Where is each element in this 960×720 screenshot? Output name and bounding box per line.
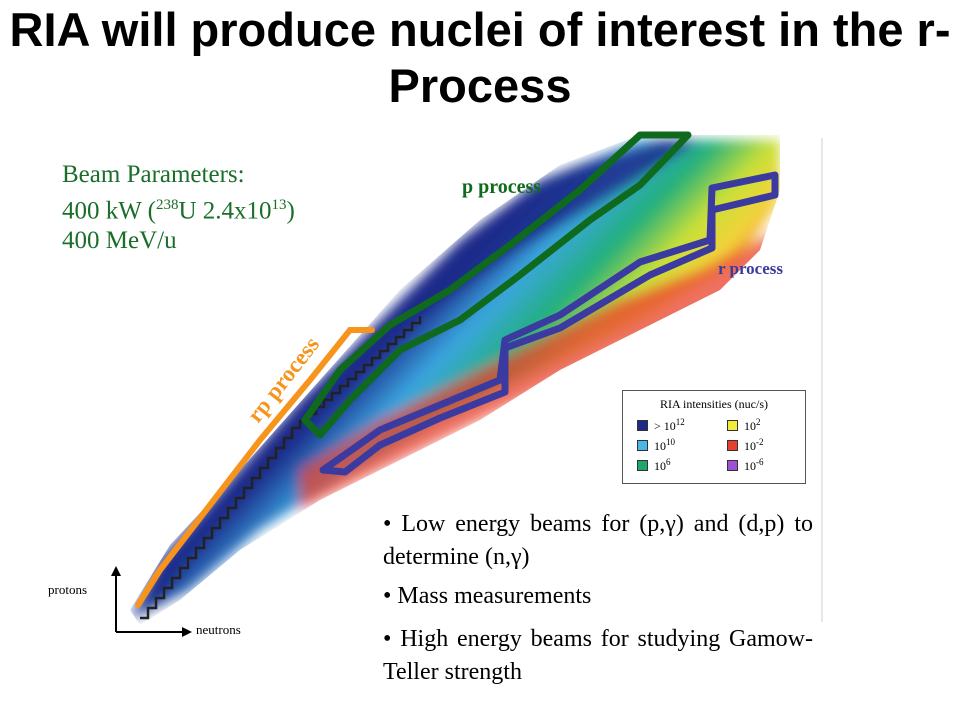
r-process-outline [319, 171, 779, 476]
bullet-list: • Low energy beams for (p,γ) and (d,p) t… [383, 508, 813, 695]
neutrons-axis-label: neutrons [196, 622, 241, 637]
legend-item: 102 [727, 417, 761, 434]
stability-staircase [140, 316, 422, 620]
legend-item: 1010 [637, 437, 675, 454]
legend-swatch [727, 440, 738, 451]
protons-arrowhead [111, 566, 121, 576]
legend-swatch [637, 460, 648, 471]
legend-item: 10-2 [727, 437, 764, 454]
protons-axis-label: protons [48, 582, 87, 597]
bullet-item: • High energy beams for studying Gamow-T… [383, 626, 813, 685]
p-process-label: p process [462, 176, 541, 198]
intensity-legend: RIA intensities (nuc/s) > 1012 102 1010 … [622, 390, 806, 484]
beam-line-1: Beam Parameters: [62, 161, 245, 188]
axes [115, 572, 186, 633]
neutrons-arrowhead [182, 627, 192, 637]
page-title: RIA will produce nuclei of interest in t… [9, 3, 951, 112]
r-process-label: r process [718, 259, 783, 278]
bullet-item: • Mass measurements [383, 583, 592, 609]
legend-swatch [637, 440, 648, 451]
legend-item: 10-6 [727, 457, 764, 474]
beam-line-3: 400 MeV/u [62, 227, 177, 255]
legend-swatch [727, 460, 738, 471]
beam-line-2: 400 kW (238U 2.4x1013) [62, 197, 295, 225]
p-process-outline [301, 131, 692, 439]
beam-parameters: Beam Parameters: 400 kW (238U 2.4x1013) … [62, 160, 295, 256]
legend-swatch [727, 420, 738, 431]
legend-item: > 1012 [637, 417, 685, 434]
rp-process-path [135, 327, 375, 608]
legend-item: 106 [637, 457, 671, 474]
bullet-item: • Low energy beams for (p,γ) and (d,p) t… [383, 511, 813, 570]
legend-title: RIA intensities (nuc/s) [660, 397, 768, 411]
legend-swatch [637, 420, 648, 431]
